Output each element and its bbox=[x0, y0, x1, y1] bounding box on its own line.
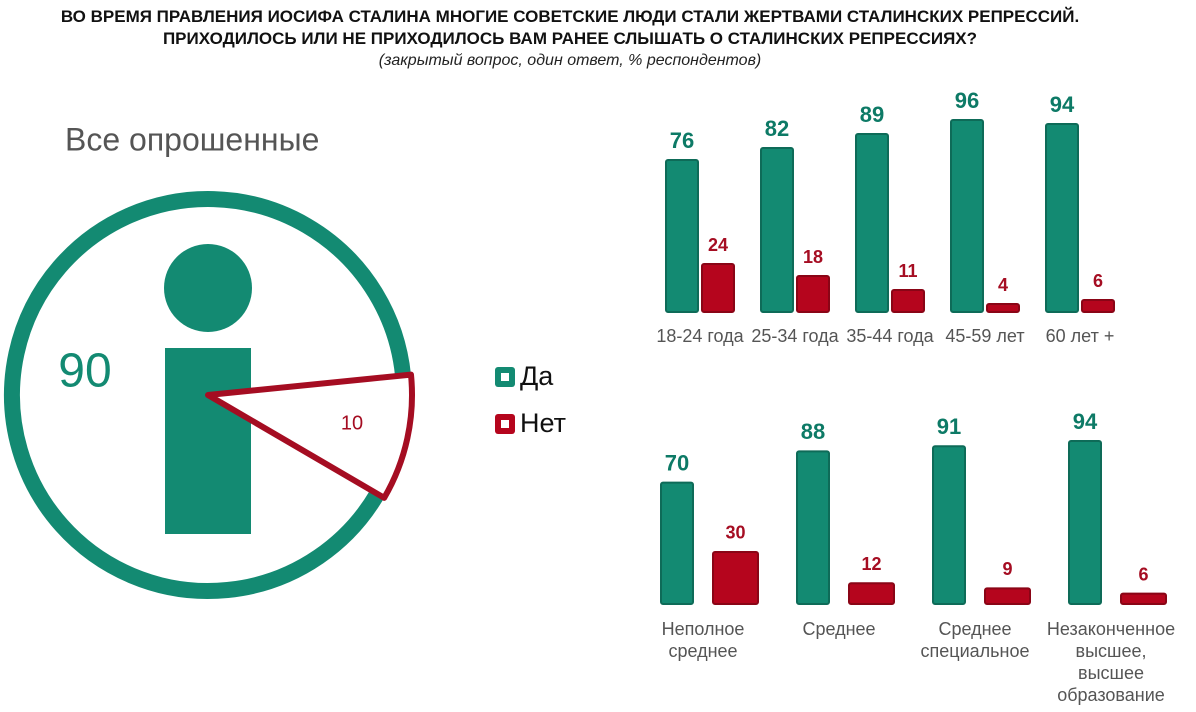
bar bbox=[1068, 440, 1102, 605]
bar bbox=[712, 550, 759, 605]
legend-label: Нет bbox=[520, 408, 566, 438]
value-label: 6 bbox=[1138, 564, 1148, 584]
value-label: 82 bbox=[765, 116, 789, 141]
value-label: 10 bbox=[341, 412, 363, 434]
value-label: 90 bbox=[58, 345, 111, 398]
bar bbox=[1045, 123, 1079, 313]
bar bbox=[986, 303, 1020, 313]
value-label: 94 bbox=[1073, 409, 1098, 434]
bar bbox=[665, 159, 699, 313]
x-tick-label: 18-24 года bbox=[656, 326, 744, 346]
pie-slice bbox=[4, 191, 411, 599]
pie-slice bbox=[205, 371, 415, 501]
value-label: 30 bbox=[725, 523, 745, 543]
bar bbox=[950, 119, 984, 313]
x-tick-label: 60 лет + bbox=[1045, 326, 1115, 346]
bar bbox=[891, 289, 925, 313]
x-tick-label: 35-44 года bbox=[846, 326, 934, 346]
icon-dot bbox=[164, 244, 252, 332]
x-tick-label: Среднее bbox=[802, 619, 876, 639]
value-label: 4 bbox=[998, 275, 1008, 295]
bar bbox=[701, 263, 735, 313]
value-label: 94 bbox=[1050, 92, 1075, 117]
value-label: 96 bbox=[955, 88, 979, 113]
bar bbox=[760, 147, 794, 313]
value-label: 91 bbox=[937, 414, 961, 439]
bar bbox=[796, 275, 830, 313]
bar bbox=[848, 582, 895, 605]
bar bbox=[932, 445, 966, 605]
value-label: 11 bbox=[898, 261, 917, 281]
value-label: 24 bbox=[708, 235, 728, 255]
bar bbox=[1081, 299, 1115, 313]
x-tick-label: Незаконченное высшее, высшее образование bbox=[1046, 619, 1176, 705]
legend-swatch-inner bbox=[501, 373, 509, 381]
x-tick-label: Среднее специальное bbox=[920, 619, 1030, 661]
x-tick-label: 45-59 лет bbox=[945, 326, 1025, 346]
value-label: 9 bbox=[1002, 559, 1012, 579]
value-label: 70 bbox=[665, 450, 689, 475]
value-label: 18 bbox=[803, 247, 823, 267]
title: ВО ВРЕМЯ ПРАВЛЕНИЯ ИОСИФА СТАЛИНА МНОГИЕ… bbox=[60, 7, 1080, 48]
bar bbox=[1120, 592, 1167, 606]
legend-label: Да bbox=[520, 361, 554, 391]
bar bbox=[984, 587, 1031, 605]
value-label: 6 bbox=[1093, 271, 1103, 291]
value-label: 12 bbox=[861, 554, 881, 574]
value-label: 89 bbox=[860, 102, 884, 127]
bar bbox=[660, 481, 694, 606]
x-tick-label: 25-34 года bbox=[751, 326, 839, 346]
value-label: 76 bbox=[670, 128, 694, 153]
x-tick-label: Неполное среднее bbox=[661, 619, 745, 661]
subtitle: (закрытый вопрос, один ответ, % респонде… bbox=[378, 52, 762, 69]
pie-title: Все опрошенные bbox=[65, 121, 319, 157]
legend-swatch-inner bbox=[501, 420, 509, 428]
bar bbox=[796, 450, 830, 606]
value-label: 88 bbox=[801, 419, 825, 444]
icon-stem bbox=[165, 348, 251, 534]
bar bbox=[855, 133, 889, 313]
